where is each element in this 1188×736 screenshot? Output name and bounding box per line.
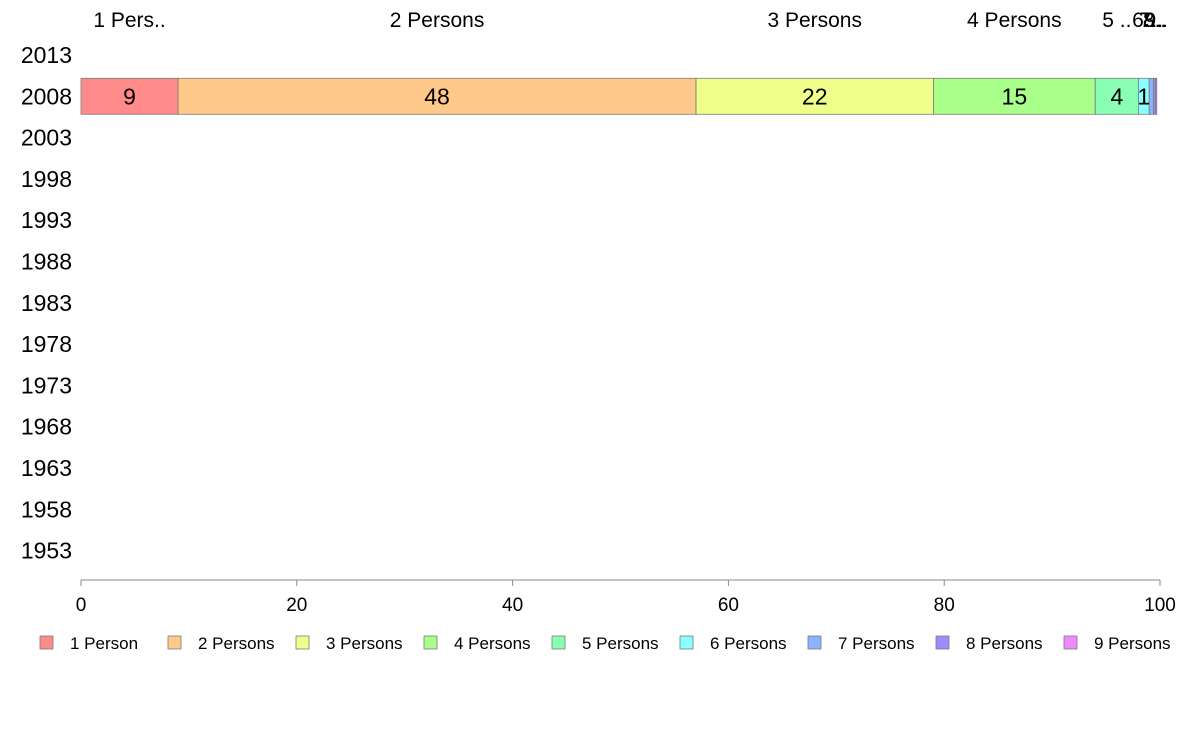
top-category-label: 3 Persons xyxy=(767,9,862,32)
x-tick-label: 60 xyxy=(718,595,739,616)
bar-segment xyxy=(80,77,179,115)
top-category-label: 5 .. xyxy=(1102,9,1131,32)
legend-item: 4 Persons xyxy=(423,634,531,653)
y-tick-label: 1998 xyxy=(21,166,72,192)
x-tick-label: 80 xyxy=(934,595,955,616)
legend-swatch xyxy=(423,635,438,650)
bar-segment xyxy=(1094,77,1139,115)
top-category-label: 2 Persons xyxy=(390,9,485,32)
segment-value-label: 48 xyxy=(424,83,450,109)
legend-label: 2 Persons xyxy=(198,634,275,653)
legend-label: 6 Persons xyxy=(710,634,787,653)
y-tick-label: 2013 xyxy=(21,42,72,68)
legend-swatch xyxy=(679,635,694,650)
legend-item: 3 Persons xyxy=(295,634,403,653)
legend-swatch xyxy=(1063,635,1078,650)
segment-value-label: 15 xyxy=(1002,83,1028,109)
legend-swatch xyxy=(807,635,822,650)
legend-swatch xyxy=(39,635,54,650)
segment-value-label: 9 xyxy=(123,83,136,109)
legend-item: 7 Persons xyxy=(807,634,915,653)
y-tick-label: 1978 xyxy=(21,331,72,357)
y-tick-label: 2003 xyxy=(21,125,72,151)
y-tick-label: 1958 xyxy=(21,496,72,522)
bar-segment xyxy=(933,77,1096,115)
top-category-label: 9.. xyxy=(1145,9,1168,32)
legend-item: 6 Persons xyxy=(679,634,787,653)
y-tick-label: 1953 xyxy=(21,538,72,564)
x-tick-label: 20 xyxy=(286,595,307,616)
legend-label: 3 Persons xyxy=(326,634,403,653)
top-category-label: 6.. xyxy=(1132,9,1155,32)
legend-label: 5 Persons xyxy=(582,634,659,653)
y-axis-labels: 2013 2008 2003 1998 1993 1988 1983 1978 1973 1968… xyxy=(21,42,72,564)
bar-segment xyxy=(695,77,934,115)
legend-label: 7 Persons xyxy=(838,634,915,653)
x-tick-label: 100 xyxy=(1144,595,1176,616)
legend-label: 4 Persons xyxy=(454,634,531,653)
legend-item: 9 Persons xyxy=(1063,634,1171,653)
legend-swatch xyxy=(167,635,182,650)
x-tick-label: 0 xyxy=(76,595,87,616)
x-tick-label: 40 xyxy=(502,595,523,616)
legend: 1 Person 2 Persons 3 Persons 4 Persons 5 Per… xyxy=(39,634,1171,653)
y-tick-label: 1963 xyxy=(21,455,72,481)
top-category-label: 7.. xyxy=(1140,9,1163,32)
legend-label: 8 Persons xyxy=(966,634,1043,653)
legend-swatch xyxy=(935,635,950,650)
top-category-label: 8.. xyxy=(1143,9,1166,32)
segment-value-labels: 9 48 22 15 4 1 xyxy=(123,83,1150,109)
bar-segments xyxy=(80,77,1158,115)
segment-value-label: 4 xyxy=(1110,83,1123,109)
legend-swatch xyxy=(551,635,566,650)
y-tick-label: 2008 xyxy=(21,83,72,109)
y-tick-label: 1968 xyxy=(21,414,72,440)
legend-item: 1 Person xyxy=(39,634,138,653)
bar-segment xyxy=(1155,77,1158,115)
top-category-labels: 1 Pers.. 2 Persons 3 Persons 4 Persons 5 .. 6… xyxy=(93,9,1168,32)
segment-value-label: 22 xyxy=(802,83,828,109)
bar-segment xyxy=(177,77,697,115)
legend-item: 8 Persons xyxy=(935,634,1043,653)
x-axis: 0 20 40 60 80 100 xyxy=(76,579,1176,616)
y-tick-label: 1993 xyxy=(21,207,72,233)
legend-label: 9 Persons xyxy=(1094,634,1171,653)
segment-value-label: 1 xyxy=(1137,83,1150,109)
legend-label: 1 Person xyxy=(70,634,138,653)
legend-item: 2 Persons xyxy=(167,634,275,653)
y-tick-label: 1973 xyxy=(21,372,72,398)
y-tick-label: 1983 xyxy=(21,290,72,316)
legend-swatch xyxy=(295,635,310,650)
legend-item: 5 Persons xyxy=(551,634,659,653)
top-category-label: 4 Persons xyxy=(967,9,1062,32)
top-category-label: 1 Pers.. xyxy=(93,9,165,32)
y-tick-label: 1988 xyxy=(21,249,72,275)
